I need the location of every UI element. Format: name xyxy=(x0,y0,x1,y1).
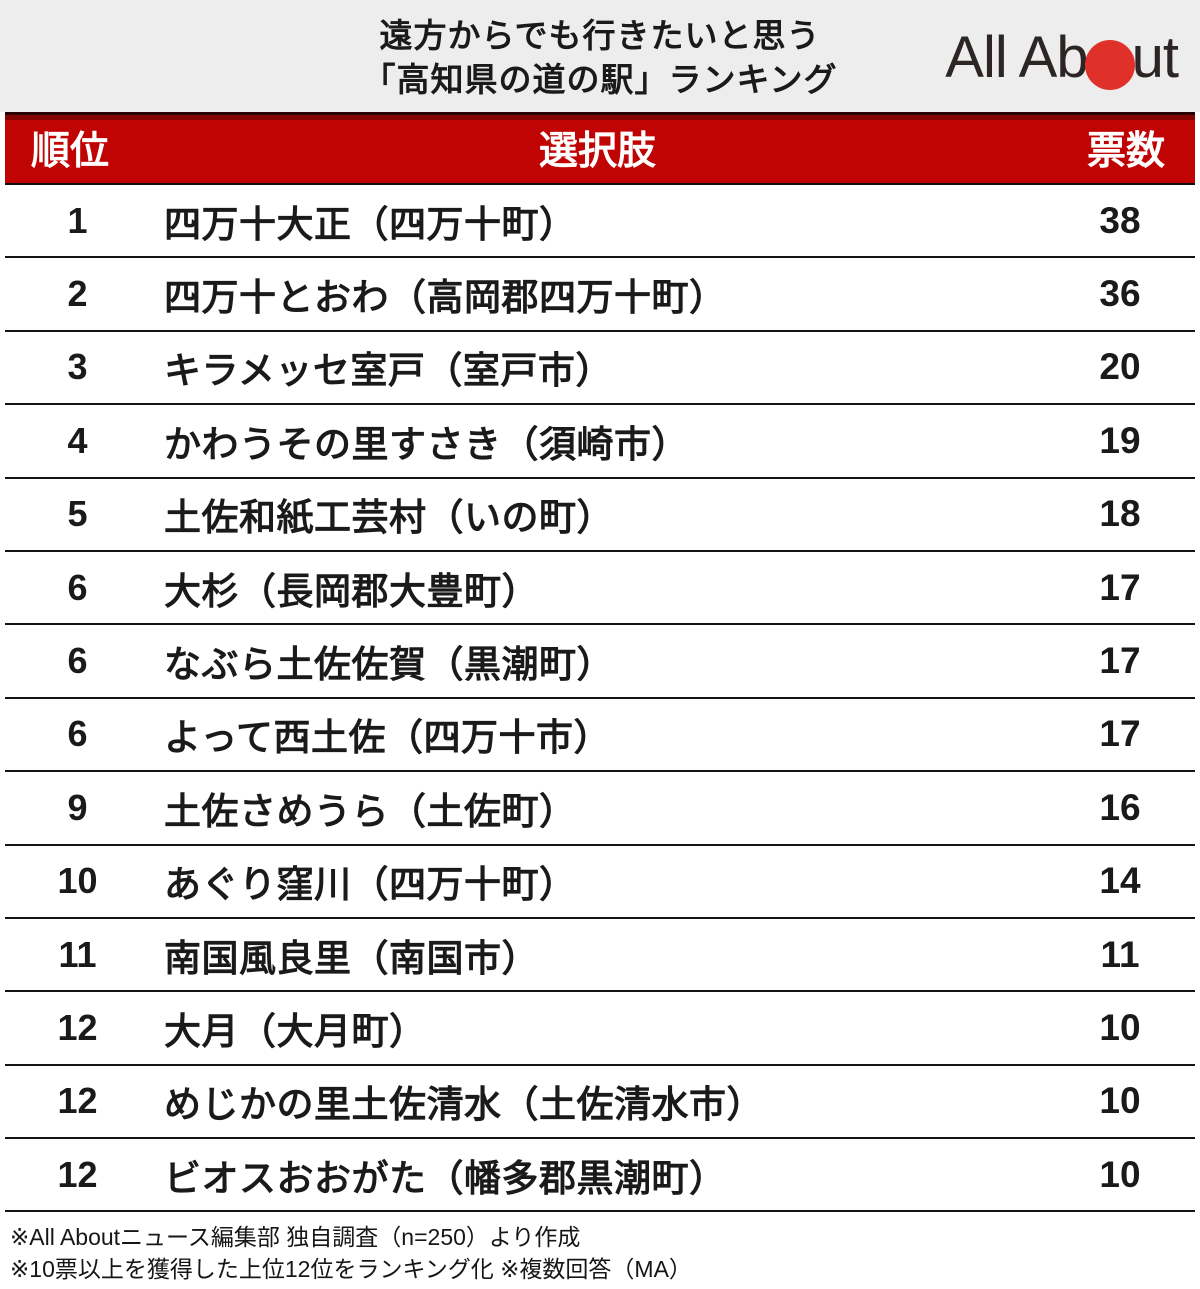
table-row: 12 ビオスおおがた（幡多郡黒潮町） 10 xyxy=(5,1139,1195,1213)
column-header-choice: 選択肢 xyxy=(538,129,656,173)
votes-cell: 36 xyxy=(1099,273,1141,315)
ranking-table: 順位 選択肢 票数 1 四万十大正（四万十町） 38 2 四万十とおわ（高岡郡四… xyxy=(5,112,1195,1213)
votes-cell: 16 xyxy=(1099,786,1141,828)
name-cell: よって西土佐（四万十市） xyxy=(164,717,612,759)
title-line-2: 「高知県の道の駅」ランキング xyxy=(362,60,838,98)
name-cell: めじかの里土佐清水（土佐清水市） xyxy=(164,1084,764,1126)
name-cell: 土佐さめうら（土佐町） xyxy=(164,790,577,832)
header: 遠方からでも行きたいと思う 「高知県の道の駅」ランキング All Ab ut xyxy=(0,0,1200,112)
logo-red-circle-icon xyxy=(1084,39,1135,90)
title-line-1: 遠方からでも行きたいと思う xyxy=(379,17,821,54)
votes-cell: 10 xyxy=(1099,1153,1141,1195)
rank-cell: 12 xyxy=(57,1153,98,1195)
method-note: ※10票以上を獲得した上位12位をランキング化 ※複数回答（MA） xyxy=(10,1256,692,1283)
page-title: 遠方からでも行きたいと思う 「高知県の道の駅」ランキング xyxy=(0,14,1200,101)
rank-cell: 11 xyxy=(58,933,97,975)
column-header-votes: 票数 xyxy=(1086,129,1165,173)
rank-cell: 2 xyxy=(67,273,88,315)
footer-notes: ※All Aboutニュース編集部 独自調査（n=250）より作成 ※10票以上… xyxy=(0,1212,1200,1285)
table-header-row: 順位 選択肢 票数 xyxy=(5,112,1195,185)
name-cell: 南国風良里（南国市） xyxy=(164,937,539,979)
votes-cell: 10 xyxy=(1099,1006,1141,1048)
votes-cell: 18 xyxy=(1099,493,1141,535)
votes-cell: 10 xyxy=(1099,1080,1141,1122)
name-cell: なぶら土佐佐賀（黒潮町） xyxy=(164,644,614,686)
table-row: 6 大杉（長岡郡大豊町） 17 xyxy=(5,551,1195,626)
rank-cell: 6 xyxy=(67,713,88,755)
votes-cell: 17 xyxy=(1099,640,1141,682)
table-row: 11 南国風良里（南国市） 11 xyxy=(5,918,1195,993)
name-cell: 四万十大正（四万十町） xyxy=(164,203,577,245)
rank-cell: 6 xyxy=(67,640,88,682)
table-row: 12 めじかの里土佐清水（土佐清水市） 10 xyxy=(5,1065,1195,1140)
table-row: 2 四万十とおわ（高岡郡四万十町） 36 xyxy=(5,258,1195,332)
name-cell: ビオスおおがた（幡多郡黒潮町） xyxy=(164,1157,727,1199)
rank-cell: 1 xyxy=(67,199,88,241)
rank-cell: 5 xyxy=(67,493,88,535)
rank-cell: 10 xyxy=(57,860,98,902)
table-row: 12 大月（大月町） 10 xyxy=(5,992,1195,1066)
table-row: 5 土佐和紙工芸村（いの町） 18 xyxy=(5,478,1195,552)
votes-cell: 19 xyxy=(1099,419,1141,461)
rank-cell: 4 xyxy=(67,419,88,461)
logo-text-right: ut xyxy=(1131,25,1179,90)
name-cell: 土佐和紙工芸村（いの町） xyxy=(164,497,614,539)
votes-cell: 17 xyxy=(1099,713,1141,755)
votes-cell: 38 xyxy=(1099,199,1141,241)
rank-cell: 12 xyxy=(57,1006,98,1048)
votes-cell: 20 xyxy=(1099,346,1141,388)
table-row: 1 四万十大正（四万十町） 38 xyxy=(5,185,1195,259)
name-cell: キラメッセ室戸（室戸市） xyxy=(164,350,613,392)
table-row: 4 かわうその里すさき（須崎市） 19 xyxy=(5,405,1195,479)
table-row: 3 キラメッセ室戸（室戸市） 20 xyxy=(5,331,1195,406)
rank-cell: 12 xyxy=(57,1080,98,1122)
source-note: ※All Aboutニュース編集部 独自調査（n=250）より作成 xyxy=(10,1224,581,1251)
table-row: 6 よって西土佐（四万十市） 17 xyxy=(5,698,1195,773)
table-row: 9 土佐さめうら（土佐町） 16 xyxy=(5,772,1195,846)
votes-cell: 11 xyxy=(1100,933,1140,975)
ranking-table-body: 1 四万十大正（四万十町） 38 2 四万十とおわ（高岡郡四万十町） 36 3 … xyxy=(5,185,1195,1213)
column-header-rank: 順位 xyxy=(31,129,110,173)
logo-text-left: All Ab xyxy=(945,25,1088,90)
rank-cell: 6 xyxy=(67,566,88,608)
table-row: 10 あぐり窪川（四万十町） 14 xyxy=(5,845,1195,919)
name-cell: あぐり窪川（四万十町） xyxy=(164,864,577,906)
name-cell: かわうその里すさき（須崎市） xyxy=(164,423,689,465)
rank-cell: 3 xyxy=(67,346,88,388)
name-cell: 四万十とおわ（高岡郡四万十町） xyxy=(164,277,727,319)
allabout-logo: All Ab ut xyxy=(945,24,1179,91)
name-cell: 大杉（長岡郡大豊町） xyxy=(164,570,539,612)
rank-cell: 9 xyxy=(67,786,88,828)
votes-cell: 14 xyxy=(1099,860,1141,902)
votes-cell: 17 xyxy=(1099,566,1141,608)
table-row: 6 なぶら土佐佐賀（黒潮町） 17 xyxy=(5,625,1195,699)
name-cell: 大月（大月町） xyxy=(164,1010,427,1052)
